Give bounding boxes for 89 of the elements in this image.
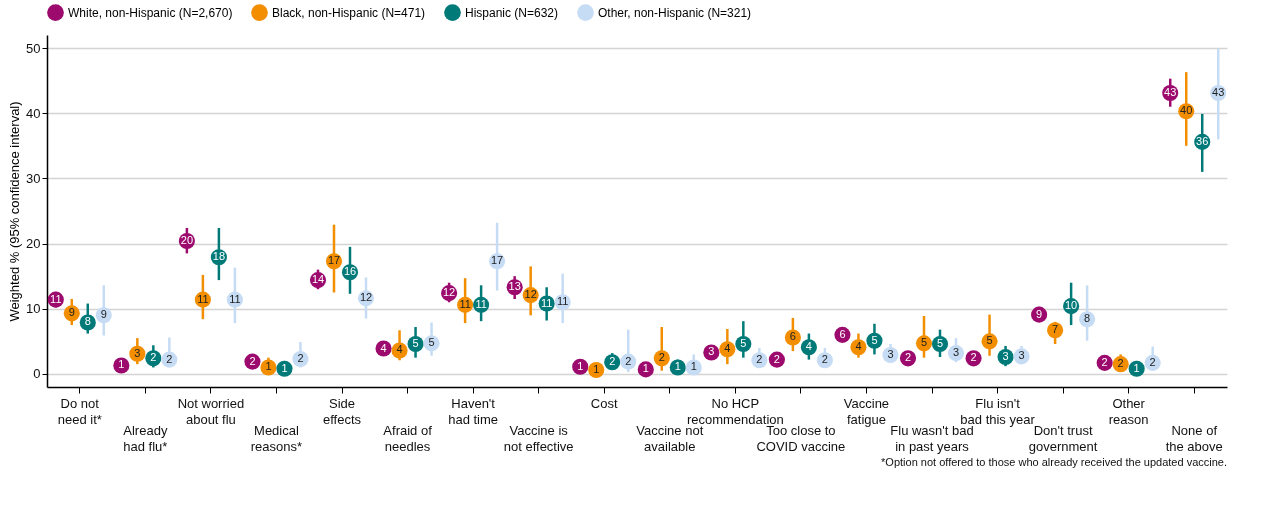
text: *Option not offered to those who already received the updated vaccine. bbox=[881, 456, 1227, 468]
data-label: 8 bbox=[84, 315, 91, 328]
data-label: 9 bbox=[68, 306, 75, 319]
data-label: 7 bbox=[1052, 323, 1059, 336]
x-tick-label: Do not need it* bbox=[57, 395, 102, 427]
data-label: 1 bbox=[642, 362, 649, 375]
data-label: 43 bbox=[1164, 86, 1177, 99]
x-tick-label: Afraid of needles bbox=[383, 422, 433, 454]
data-label: 5 bbox=[412, 336, 419, 349]
y-tick-label: 10 bbox=[26, 301, 41, 317]
data-label: 11 bbox=[556, 295, 569, 308]
data-label: 5 bbox=[871, 333, 878, 346]
x-tick-label: Cost bbox=[590, 395, 618, 411]
legend-label: Other, non-Hispanic (N=321) bbox=[598, 5, 752, 20]
legend-label: Black, non-Hispanic (N=471) bbox=[272, 5, 426, 20]
data-label: 11 bbox=[459, 297, 471, 310]
data-label: 14 bbox=[311, 273, 325, 286]
y-tick-label: 40 bbox=[26, 105, 41, 121]
data-label: 9 bbox=[100, 308, 107, 321]
x-tick-label: Vaccine is not effective bbox=[503, 422, 574, 454]
x-tick-label: Flu isn't bad this year bbox=[960, 395, 1036, 427]
data-label: 40 bbox=[1180, 104, 1193, 117]
data-label: 43 bbox=[1212, 86, 1225, 99]
data-label: 2 bbox=[773, 352, 780, 365]
data-label: 3 bbox=[1002, 350, 1009, 363]
data-label: 12 bbox=[524, 288, 537, 301]
data-label: 2 bbox=[658, 351, 665, 364]
data-label: 13 bbox=[508, 280, 521, 293]
data-label: 2 bbox=[249, 354, 256, 367]
y-tick-label: 50 bbox=[26, 40, 41, 56]
data-label: 4 bbox=[724, 342, 731, 355]
x-tick-label: Medical reasons* bbox=[250, 422, 303, 454]
data-label: 3 bbox=[708, 345, 715, 358]
x-tick-label: Already had flu* bbox=[123, 422, 168, 454]
data-label: 1 bbox=[690, 360, 697, 373]
data-label: 2 bbox=[625, 354, 632, 367]
data-label: 11 bbox=[475, 297, 487, 310]
x-tick-label: None of the above bbox=[1165, 422, 1223, 454]
data-label: 12 bbox=[442, 286, 456, 299]
legend-label: White, non-Hispanic (N=2,670) bbox=[68, 5, 233, 20]
y-axis-title: Weighted % (95% confidence interval) bbox=[7, 101, 23, 322]
data-label: 5 bbox=[740, 336, 747, 349]
x-tick-label: Other reason bbox=[1108, 395, 1149, 427]
y-tick-label: 0 bbox=[33, 366, 41, 382]
data-label: 11 bbox=[229, 292, 241, 305]
data-label: 1 bbox=[118, 358, 125, 371]
data-label: 4 bbox=[380, 341, 387, 354]
data-label: 8 bbox=[1084, 312, 1091, 325]
x-tick-label: Not worried about flu bbox=[177, 395, 245, 427]
data-label: 17 bbox=[327, 254, 341, 267]
data-label: 4 bbox=[396, 343, 403, 356]
data-label: 2 bbox=[821, 353, 828, 366]
data-label: 5 bbox=[920, 336, 928, 349]
data-label: 17 bbox=[490, 254, 504, 267]
data-label: 3 bbox=[887, 348, 894, 361]
data-label: 1 bbox=[593, 363, 600, 376]
x-tick-label: Side effects bbox=[322, 395, 362, 427]
data-label: 18 bbox=[212, 250, 226, 263]
data-label: 5 bbox=[986, 334, 993, 347]
data-label: 2 bbox=[756, 353, 763, 366]
data-label: 36 bbox=[1196, 134, 1209, 147]
data-label: 2 bbox=[904, 351, 912, 364]
data-label: 2 bbox=[166, 352, 173, 365]
legend-label: Hispanic (N=632) bbox=[465, 5, 559, 20]
data-label: 2 bbox=[150, 351, 157, 364]
data-label: 20 bbox=[180, 233, 194, 246]
data-label: 3 bbox=[134, 346, 141, 359]
x-tick-label: Vaccine fatigue bbox=[843, 395, 890, 427]
data-label: 4 bbox=[855, 340, 862, 353]
y-tick-label: 30 bbox=[26, 170, 41, 186]
data-label: 11 bbox=[540, 296, 553, 309]
data-label: 6 bbox=[789, 330, 796, 343]
y-tick-label: 20 bbox=[26, 236, 41, 252]
data-label: 4 bbox=[805, 340, 812, 353]
data-label: 2 bbox=[1149, 355, 1156, 368]
data-label: 5 bbox=[428, 336, 435, 349]
x-tick-label: Haven't had time bbox=[448, 395, 499, 427]
data-label: 2 bbox=[970, 351, 977, 364]
data-label: 2 bbox=[297, 351, 304, 364]
data-label: 11 bbox=[197, 292, 209, 305]
data-label: 1 bbox=[577, 359, 584, 372]
x-tick-label: No HCP recommendation bbox=[686, 395, 784, 427]
data-label: 3 bbox=[952, 346, 960, 359]
data-label: 16 bbox=[343, 265, 357, 278]
data-label: 12 bbox=[359, 291, 373, 304]
data-label: 5 bbox=[936, 336, 944, 349]
data-label: 10 bbox=[1064, 299, 1078, 312]
data-label: 2 bbox=[1101, 355, 1108, 368]
data-label: 6 bbox=[839, 327, 846, 340]
